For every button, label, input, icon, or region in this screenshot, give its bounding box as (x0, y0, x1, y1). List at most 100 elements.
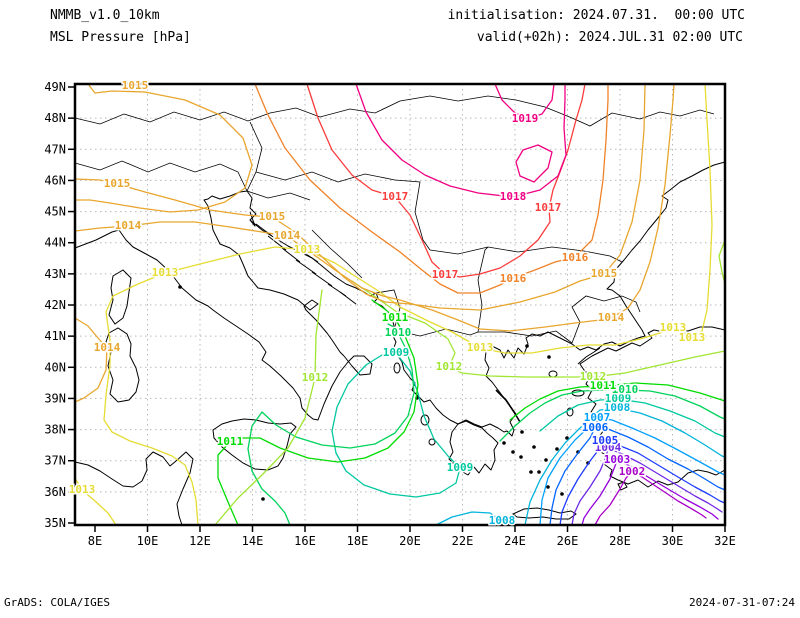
coastline (579, 326, 726, 488)
isobar-label-1003: 1003 (604, 453, 631, 466)
island-coastline (512, 507, 577, 520)
small-island (544, 458, 548, 462)
small-island (537, 470, 541, 474)
isobar-label-1013: 1013 (294, 243, 321, 256)
isobar-1016 (254, 83, 609, 294)
coastline (448, 420, 499, 476)
island-coastline (295, 259, 317, 275)
lat-axis-label: 47N (44, 142, 66, 156)
creation-timestamp: 2024-07-31-07:24 (689, 596, 795, 609)
small-island (261, 497, 265, 501)
isobar-label-1009: 1009 (383, 346, 410, 359)
isobar-label-1013: 1013 (152, 266, 179, 279)
isobar-label-1013: 1013 (69, 483, 96, 496)
country-border (74, 160, 248, 192)
field-name: MSL Pressure [hPa] (50, 30, 191, 45)
isobar-label-1006: 1006 (582, 421, 609, 434)
island-coastline (311, 271, 333, 287)
isobar-label-1019: 1019 (512, 112, 539, 125)
isobar-1013 (105, 83, 713, 354)
lat-axis-label: 48N (44, 111, 66, 125)
small-island (178, 285, 182, 289)
isobar-1010 (247, 323, 415, 526)
small-island (548, 370, 558, 378)
lon-axis-label: 28E (609, 534, 631, 548)
isobar-label-1008: 1008 (604, 401, 631, 414)
isobar-1011 (509, 382, 726, 421)
isobar-1011 (217, 299, 419, 526)
isobar-label-1009: 1009 (605, 392, 632, 405)
isobar-label-1012: 1012 (436, 360, 463, 373)
small-island (520, 430, 524, 434)
lon-axis-label: 32E (714, 534, 736, 548)
small-island (502, 441, 506, 445)
island-coastline (299, 249, 319, 263)
country-border (74, 95, 715, 127)
coastline (203, 190, 345, 357)
isobar-label-1017: 1017 (382, 190, 409, 203)
small-island (393, 362, 401, 374)
isobar-label-1005: 1005 (592, 434, 619, 447)
country-border (571, 295, 641, 344)
isobar-1004 (571, 447, 723, 526)
valid-time: valid(+02h): 2024.JUL.31 02:00 UTC (476, 30, 743, 45)
isobar-label-1013: 1013 (679, 331, 706, 344)
country-border (393, 328, 573, 344)
island-coastline (281, 247, 301, 263)
isobar-label-1014: 1014 (274, 229, 301, 242)
small-island (519, 455, 523, 459)
isobar-1008 (435, 511, 509, 526)
island-coastline (212, 418, 297, 471)
coastline (577, 347, 601, 365)
lon-axis-label: 14E (242, 534, 264, 548)
isobar-label-1011: 1011 (217, 435, 244, 448)
isobar-label-1014: 1014 (115, 219, 142, 232)
lat-axis-label: 40N (44, 360, 66, 374)
isobar-label-1014: 1014 (94, 341, 121, 354)
grads-credit: GrADS: COLA/IGES (4, 596, 110, 609)
isobar-1013 (74, 477, 117, 526)
isobar-label-1008: 1008 (489, 514, 516, 527)
isobar-label-1007: 1007 (584, 411, 611, 424)
small-island (428, 438, 436, 446)
isobar-label-1015: 1015 (122, 79, 149, 92)
lon-axis-label: 18E (347, 534, 369, 548)
country-border (429, 246, 623, 263)
isobar-1010 (499, 389, 726, 442)
isobar-1012 (214, 289, 323, 526)
isobar-1019 (494, 83, 555, 120)
small-island (546, 485, 550, 489)
isobar-1014 (74, 83, 675, 332)
isobar-label-1015: 1015 (259, 210, 286, 223)
lon-axis-label: 12E (189, 534, 211, 548)
small-island (511, 450, 515, 454)
init-time: initialisation: 2024.07.31. 00:00 UTC (447, 8, 745, 23)
lon-axis-label: 30E (662, 534, 684, 548)
coastline (74, 451, 194, 526)
isobar-label-1018: 1018 (500, 190, 527, 203)
isobar-label-1012: 1012 (580, 370, 607, 383)
small-island (555, 447, 559, 451)
island-coastline (339, 291, 357, 305)
lon-axis-label: 16E (294, 534, 316, 548)
lat-axis-label: 38N (44, 423, 66, 437)
isobar-1012 (351, 280, 726, 378)
small-island (547, 355, 551, 359)
lon-axis-label: 24E (504, 534, 526, 548)
isobar-1003 (581, 459, 719, 526)
small-island (560, 492, 564, 496)
isobar-1012 (718, 239, 726, 285)
small-island (420, 414, 430, 426)
small-island (529, 470, 533, 474)
small-island (565, 436, 569, 440)
coastline (74, 229, 373, 421)
small-island (525, 344, 529, 348)
lon-axis-label: 10E (137, 534, 159, 548)
isobar-1007 (539, 417, 726, 526)
lat-axis-label: 46N (44, 173, 66, 187)
lon-axis-label: 20E (399, 534, 421, 548)
isobar-label-1015: 1015 (591, 267, 618, 280)
country-border (246, 121, 263, 192)
isobar-1002 (594, 471, 707, 526)
